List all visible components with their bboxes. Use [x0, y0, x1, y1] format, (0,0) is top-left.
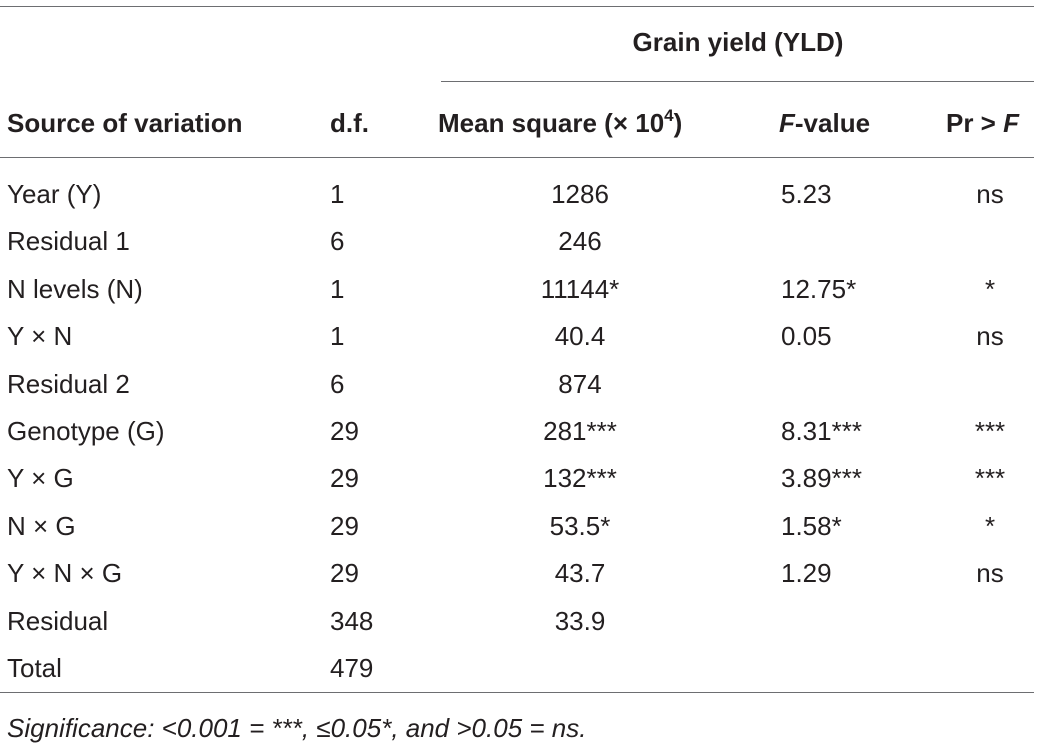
cell-f-value: 5.23	[781, 179, 832, 209]
cell-f-value: 1.58*	[781, 510, 842, 541]
cell-f-value: 8.31***	[781, 416, 862, 446]
cell-f-value: 12.75*	[781, 273, 857, 304]
cell-df: 29	[330, 416, 359, 446]
cell-df: 1	[330, 179, 345, 209]
header-mean-square-exponent: 4	[664, 106, 674, 125]
top-rule	[0, 6, 1034, 7]
cell-df: 29	[330, 558, 359, 589]
cell-df: 6	[330, 226, 345, 257]
bottom-rule	[0, 692, 1034, 693]
cell-df: 479	[330, 653, 374, 683]
header-pr-f: Pr > F	[946, 108, 1019, 138]
cell-df: 29	[330, 510, 359, 541]
cell-f-value: 1.29	[781, 558, 832, 589]
cell-df: 1	[330, 273, 345, 304]
cell-source: Residual 2	[7, 368, 130, 399]
cell-source: Total	[7, 653, 62, 683]
cell-source: Y × N	[7, 321, 73, 352]
cell-source: N × G	[7, 510, 76, 541]
cell-source: Y × N × G	[7, 558, 123, 589]
header-f-value: F-value	[779, 108, 871, 138]
cell-df: 29	[330, 463, 359, 494]
table-footnote: Significance: <0.001 = ***, ≤0.05*, and …	[7, 713, 587, 743]
cell-f-value: 0.05	[781, 321, 832, 352]
cell-df: 1	[330, 321, 345, 352]
cell-df: 6	[330, 368, 345, 399]
cell-source: Residual 1	[7, 226, 130, 257]
cell-f-value: 3.89***	[781, 463, 862, 494]
cell-source: Genotype (G)	[7, 416, 165, 446]
header-df: d.f.	[330, 108, 369, 138]
cell-source: Residual	[7, 605, 109, 636]
group-header-rule	[441, 81, 1034, 82]
cell-df: 348	[330, 605, 374, 636]
header-mean-square: Mean square (× 104)	[438, 106, 683, 138]
cell-source: Year (Y)	[7, 179, 102, 209]
header-rule	[0, 157, 1034, 158]
cell-source: Y × G	[7, 463, 74, 494]
header-source-of-variation: Source of variation	[7, 108, 243, 138]
cell-source: N levels (N)	[7, 273, 143, 304]
